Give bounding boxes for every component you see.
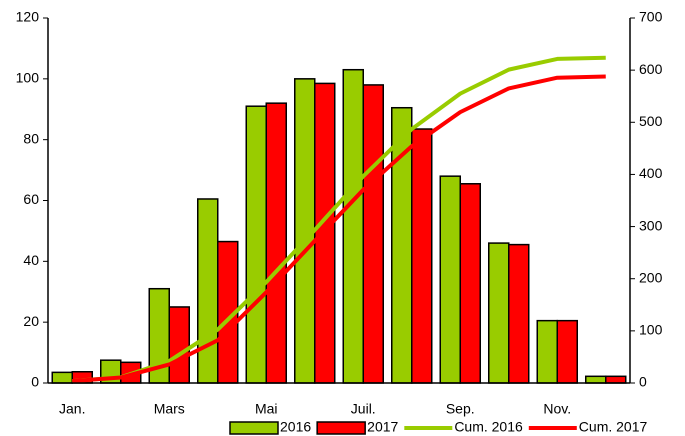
y-tick-label: 100 [16,70,40,86]
bar [197,198,219,384]
y2-tick-label: 700 [639,9,663,25]
bar [51,371,73,384]
y-tick-label: 40 [23,252,39,268]
legend-swatch [229,421,279,435]
y2-tick-label: 0 [639,374,647,390]
bar [536,319,558,384]
line [72,55,606,384]
line [72,74,606,384]
bar [411,128,433,384]
y2-tick-label: 200 [639,269,663,285]
bar [439,175,461,384]
x-tick-label: Mai [255,401,278,417]
y2-tick-label: 100 [639,322,663,338]
bar [245,105,267,384]
x-tick-label: Jan. [59,401,85,417]
legend-swatch [316,421,366,435]
bar [605,375,627,384]
x-tick-label: Mars [154,401,185,417]
legend-label: Cum. 2016 [454,419,523,435]
y2-tick-label: 600 [639,61,663,77]
bar [265,102,287,384]
bar [488,242,510,384]
y-tick-label: 80 [23,130,39,146]
bar [459,183,481,384]
bar [168,306,190,384]
y2-tick-label: 500 [639,113,663,129]
legend-label: 2017 [367,419,398,435]
bar [585,375,607,384]
y2-tick-label: 300 [639,217,663,233]
legend-label: 2016 [280,419,311,435]
x-tick-label: Sep. [446,401,475,417]
y-tick-label: 0 [31,374,39,390]
y-tick-label: 120 [16,9,40,25]
bar [508,243,530,384]
y-tick-label: 20 [23,313,39,329]
x-tick-label: Nov. [543,401,571,417]
x-tick-label: Juil. [351,401,376,417]
bar [556,319,578,384]
y2-tick-label: 400 [639,165,663,181]
bar [342,68,364,384]
y-tick-label: 60 [23,191,39,207]
bar [362,84,384,384]
legend-label: Cum. 2017 [579,419,648,435]
